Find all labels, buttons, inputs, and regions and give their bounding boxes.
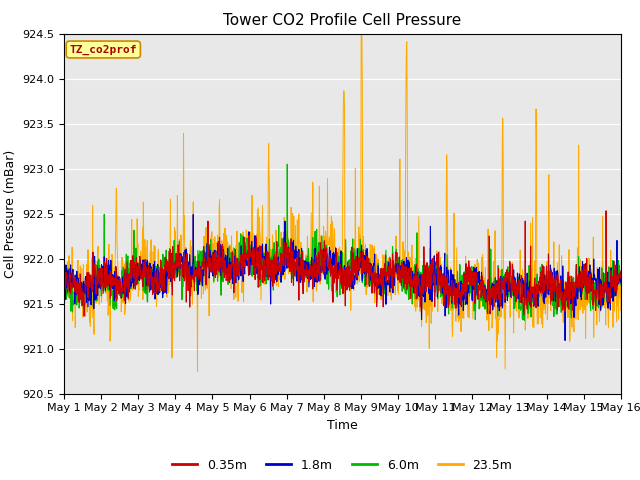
Legend: 0.35m, 1.8m, 6.0m, 23.5m: 0.35m, 1.8m, 6.0m, 23.5m bbox=[167, 454, 518, 477]
Y-axis label: Cell Pressure (mBar): Cell Pressure (mBar) bbox=[4, 149, 17, 278]
X-axis label: Time: Time bbox=[327, 419, 358, 432]
Text: TZ_co2prof: TZ_co2prof bbox=[70, 44, 137, 55]
Title: Tower CO2 Profile Cell Pressure: Tower CO2 Profile Cell Pressure bbox=[223, 13, 461, 28]
